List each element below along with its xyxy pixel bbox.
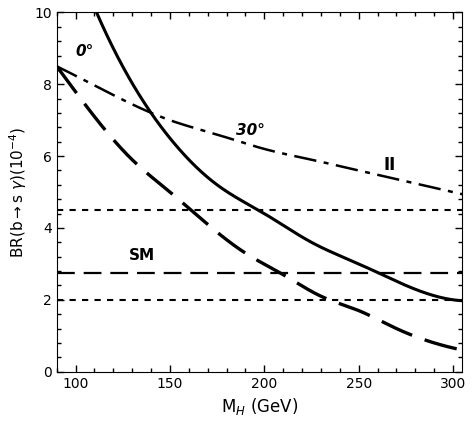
X-axis label: M$_H$ (GeV): M$_H$ (GeV) [221,396,298,417]
Text: SM: SM [128,248,155,263]
Text: 0°: 0° [75,44,94,59]
Text: 30°: 30° [236,123,265,137]
Text: II: II [383,156,395,175]
Y-axis label: BR(b$\rightarrow$s $\gamma$)(10$^{-4}$): BR(b$\rightarrow$s $\gamma$)(10$^{-4}$) [7,126,28,258]
